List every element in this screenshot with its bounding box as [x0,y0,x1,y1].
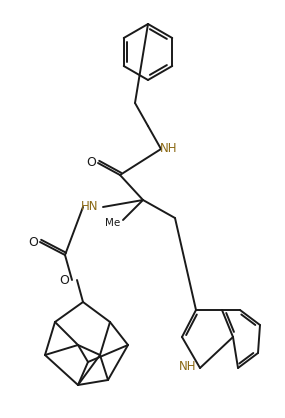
Text: NH: NH [160,143,178,155]
Text: O: O [28,235,38,248]
Text: NH: NH [179,359,197,372]
Text: HN: HN [81,201,99,214]
Text: O: O [59,273,69,286]
Text: Me: Me [105,218,121,228]
Text: O: O [86,156,96,170]
